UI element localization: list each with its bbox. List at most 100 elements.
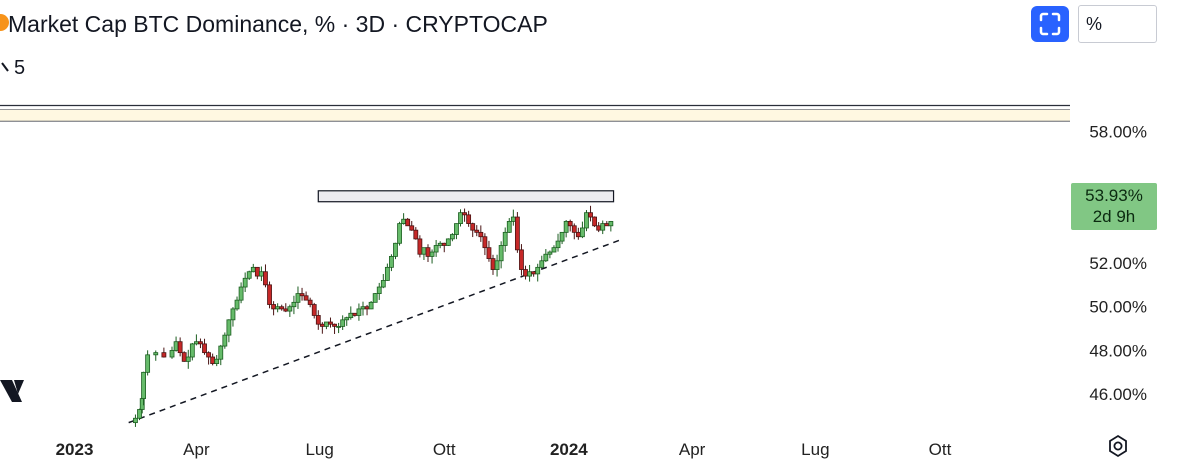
trend-line-layer — [128, 238, 624, 424]
candle-body — [470, 223, 476, 231]
candle-body — [218, 345, 224, 360]
candle-body — [242, 277, 248, 288]
unit-selector[interactable]: % — [1078, 5, 1157, 43]
candle-body — [332, 323, 337, 327]
candle-body — [596, 225, 602, 231]
candle-body — [372, 293, 378, 303]
candle-body — [299, 293, 305, 297]
candle-body — [328, 321, 333, 325]
candle-body — [474, 229, 480, 233]
candle-body — [429, 251, 435, 257]
candle-body — [283, 308, 289, 312]
settings-icon[interactable] — [1106, 434, 1130, 458]
candle-body — [592, 216, 597, 227]
candle-body — [364, 306, 370, 310]
candle-body — [405, 218, 411, 227]
candle-body — [527, 271, 532, 277]
last-price-badge: 53.93% 2d 9h — [1071, 183, 1157, 230]
candle-body — [340, 319, 346, 327]
candle-body — [315, 315, 321, 325]
candle-body — [376, 286, 382, 294]
candle-body — [510, 216, 516, 222]
candle-body — [295, 293, 301, 303]
candle-body — [580, 227, 585, 238]
candle-body — [271, 304, 276, 310]
candle-body — [348, 312, 354, 319]
candle-body — [494, 260, 500, 270]
candle-body — [206, 352, 211, 358]
candle-body — [133, 417, 138, 424]
candle-body — [401, 218, 407, 224]
candle-body — [198, 341, 203, 345]
x-tick-label: Apr — [679, 440, 706, 459]
candle-body — [466, 214, 472, 224]
resistance-box — [317, 190, 615, 203]
candle-body — [263, 271, 268, 286]
candle-body — [214, 358, 220, 364]
candle-body — [189, 343, 195, 358]
candle-body — [230, 308, 236, 321]
candle-body — [445, 238, 451, 246]
candle-body — [141, 371, 146, 399]
candle-body — [161, 352, 167, 358]
candle-body — [169, 350, 175, 358]
candle-body — [506, 221, 512, 233]
candle-body — [588, 212, 593, 218]
interval-selector[interactable]: 5 — [0, 57, 25, 80]
candle-body — [307, 299, 313, 305]
candle-body — [584, 212, 589, 229]
horizontal-lines — [0, 104, 1070, 122]
candle-body — [449, 234, 455, 240]
y-tick-label: 52.00% — [1089, 254, 1147, 273]
candle-body — [384, 266, 390, 281]
y-tick-label: 46.00% — [1089, 385, 1147, 404]
last-price-value: 53.93% — [1085, 186, 1143, 205]
candle-body — [319, 323, 325, 327]
candle-series — [133, 205, 614, 427]
candle-body — [324, 321, 329, 327]
y-tick-label: 50.00% — [1089, 298, 1147, 317]
candle-body — [555, 240, 561, 249]
candle-body — [482, 236, 488, 249]
candle-body — [145, 354, 151, 373]
candle-body — [254, 266, 260, 277]
candle-body — [567, 221, 573, 227]
candle-body — [600, 223, 606, 231]
bar-countdown: 2d 9h — [1092, 207, 1136, 226]
candle-body — [210, 356, 216, 364]
candle-body — [291, 301, 297, 308]
candle-body — [531, 271, 537, 275]
candle-body — [153, 352, 159, 356]
trend-line — [128, 238, 624, 424]
candle-body — [437, 242, 443, 246]
candle-body — [173, 341, 179, 351]
candle-body — [393, 242, 398, 257]
chart-title: Market Cap BTC Dominance, % · 3D · CRYPT… — [8, 11, 548, 37]
candle-body — [368, 301, 374, 310]
candle-body — [486, 247, 492, 259]
candle-body — [441, 242, 447, 246]
candle-body — [352, 312, 358, 316]
x-axis-ticks: 2023 Apr Lug Ott 2024 Apr Lug Ott — [56, 440, 952, 459]
candle-body — [523, 269, 528, 277]
x-tick-label: Lug — [305, 440, 333, 459]
candle-body — [519, 249, 524, 270]
candle-body — [226, 319, 232, 336]
candle-body — [543, 253, 549, 262]
fullscreen-button[interactable] — [1031, 6, 1069, 42]
tradingview-logo-icon[interactable] — [0, 376, 26, 406]
candle-body — [222, 334, 228, 347]
candle-body — [417, 238, 423, 255]
fullscreen-icon — [1039, 12, 1061, 36]
x-tick-label: Apr — [183, 440, 210, 459]
bitcoin-circle-icon — [0, 14, 9, 31]
chevron-icon — [0, 57, 14, 80]
candle-body — [535, 266, 541, 275]
x-tick-label: Lug — [801, 440, 829, 459]
candle-body — [193, 341, 199, 345]
resistance-box-layer — [317, 190, 615, 203]
candle-body — [380, 280, 386, 288]
candle-body — [287, 306, 293, 312]
candle-body — [181, 352, 187, 362]
